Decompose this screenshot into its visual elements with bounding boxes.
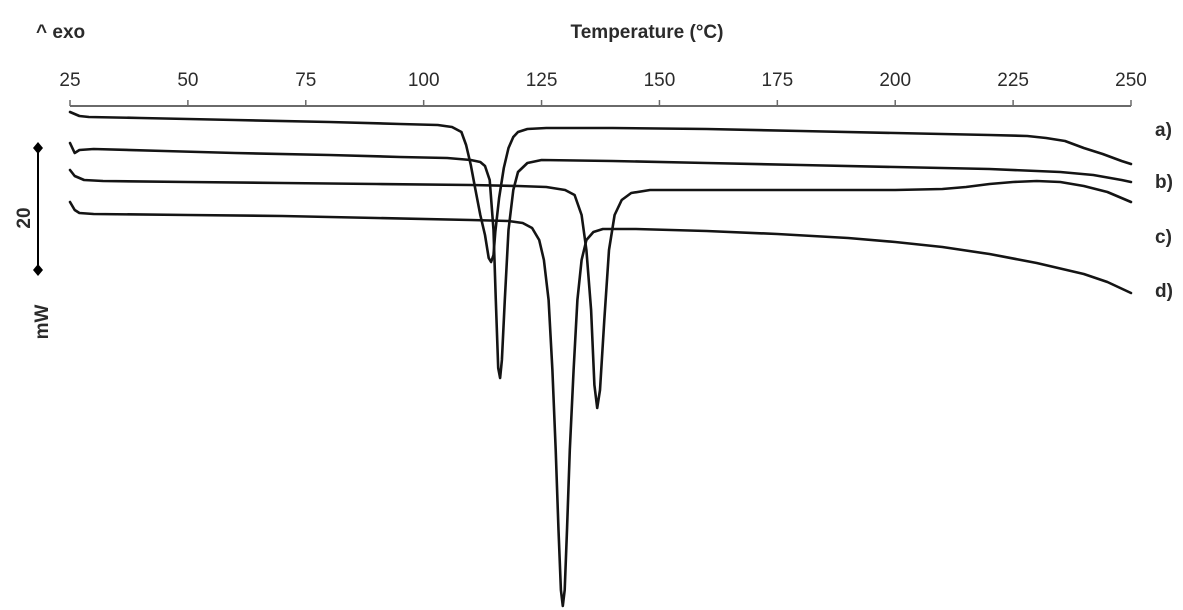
scale-bar-unit: mW <box>32 305 53 340</box>
x-tick-label: 75 <box>295 70 316 91</box>
scale-bar-value: 20 <box>14 207 35 228</box>
x-tick-label: 100 <box>408 70 440 91</box>
x-tick-labels: 25 50 75 100 125 150 175 200 225 250 <box>59 70 1146 91</box>
x-tick-label: 50 <box>177 70 198 91</box>
series-label: b) <box>1155 172 1173 193</box>
series-label: c) <box>1155 227 1172 248</box>
series-curves <box>68 110 1133 608</box>
x-tick-label: 150 <box>644 70 676 91</box>
series-curve-1 <box>68 110 1133 264</box>
series-curve-3 <box>68 168 1133 410</box>
series-label: a) <box>1155 120 1172 141</box>
x-tick-label: 225 <box>997 70 1029 91</box>
x-tick-label: 200 <box>879 70 911 91</box>
series-label: d) <box>1155 281 1173 302</box>
scale-bar-top-marker <box>33 142 43 154</box>
scale-bar-bottom-marker <box>33 264 43 276</box>
series-curve-2 <box>68 141 1133 380</box>
series-curve-4 <box>68 200 1133 608</box>
x-tick-label: 250 <box>1115 70 1147 91</box>
exo-label: ^ exo <box>36 22 85 43</box>
scale-bar: 20 mW <box>14 142 53 339</box>
series-labels: a) b) c) d) <box>1155 120 1173 302</box>
x-tick-label: 25 <box>59 70 80 91</box>
x-tick-label: 175 <box>761 70 793 91</box>
x-axis-title: Temperature (°C) <box>571 22 724 43</box>
x-tick-marks <box>69 100 1132 106</box>
x-tick-label: 125 <box>526 70 558 91</box>
